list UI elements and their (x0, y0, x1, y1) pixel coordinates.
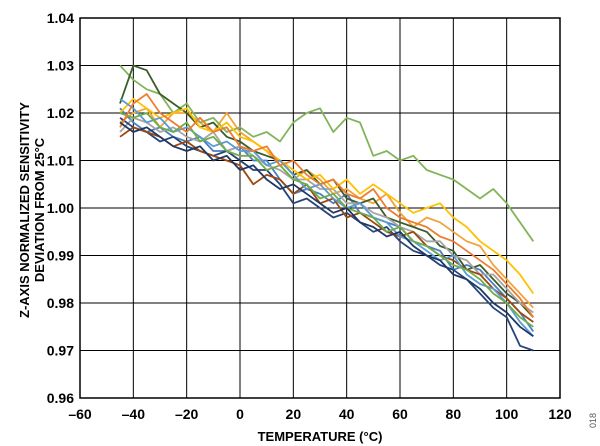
series-line-8 (119, 126, 534, 323)
series-layer (119, 64, 535, 352)
series-line-5 (119, 116, 534, 314)
x-tick-label: 100 (495, 406, 519, 422)
series-line-2 (119, 107, 535, 333)
x-tick-label: 20 (286, 406, 302, 422)
y-tick-label: 1.03 (47, 58, 74, 74)
y-tick-label: 0.96 (47, 390, 74, 406)
x-tick-label: –20 (175, 406, 199, 422)
figure-id: 018 (588, 413, 598, 428)
series-line-11 (119, 93, 535, 318)
series-line-10 (119, 112, 534, 328)
y-tick-label: 1.01 (47, 153, 74, 169)
y-tick-label: 1.04 (47, 10, 74, 26)
series-line-7 (119, 117, 534, 352)
y-tick-labels: 0.96 0.97 0.98 0.99 1.00 1.01 1.02 1.03 1.04 (47, 10, 74, 406)
x-axis-title: TEMPERATURE (°C) (258, 429, 383, 444)
x-tick-label: 40 (339, 406, 355, 422)
y-tick-label: 1.00 (47, 200, 74, 216)
y-tick-label: 0.98 (47, 295, 74, 311)
series-line-12 (119, 121, 534, 338)
y-tick-label: 0.97 (47, 343, 74, 359)
x-tick-label: 0 (236, 406, 244, 422)
x-tick-label: –40 (122, 406, 146, 422)
y-tick-label: 1.02 (47, 105, 74, 121)
x-tick-label: 60 (392, 406, 408, 422)
series-line-3 (119, 64, 535, 242)
y-axis-title-line-2: DEVIATION FROM 25°C (32, 137, 47, 282)
x-tick-label: 80 (446, 406, 462, 422)
plot-frame (79, 17, 561, 399)
y-axis-title: Z-AXIS NORMALIZED SENSITIVITY DEVIATION … (17, 102, 47, 318)
x-tick-labels: –60 –40 –20 0 20 40 60 80 100 120 (68, 406, 572, 422)
y-axis-title-line-1: Z-AXIS NORMALIZED SENSITIVITY (17, 102, 32, 318)
x-tick-label: –60 (68, 406, 92, 422)
x-tick-label: 120 (548, 406, 572, 422)
y-tick-label: 0.99 (47, 248, 74, 264)
